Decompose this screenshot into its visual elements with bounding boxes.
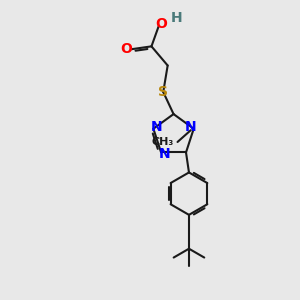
Text: S: S <box>158 85 168 99</box>
Text: N: N <box>184 120 196 134</box>
Text: H: H <box>171 11 182 26</box>
Text: N: N <box>159 147 170 161</box>
Text: O: O <box>121 42 132 56</box>
Text: CH₃: CH₃ <box>152 137 174 147</box>
Text: O: O <box>155 17 167 31</box>
Text: N: N <box>151 120 163 134</box>
